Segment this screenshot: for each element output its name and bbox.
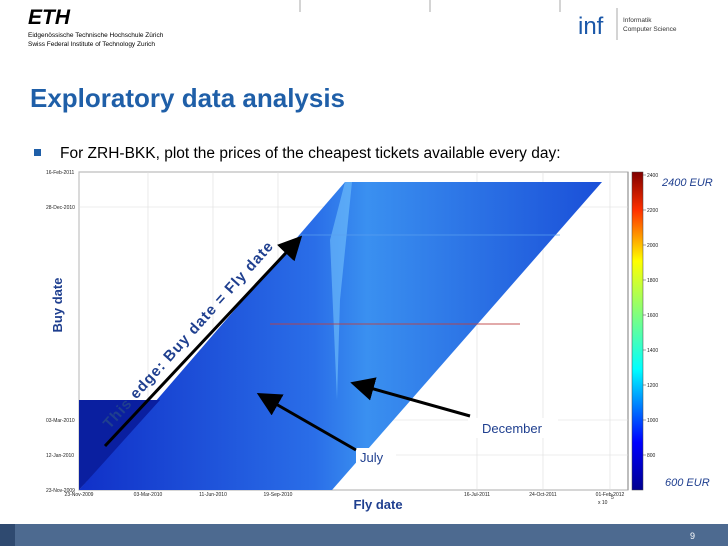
footer-accent (0, 524, 15, 546)
eth-logo: ETH (28, 6, 71, 29)
page-number: 9 (690, 531, 695, 541)
colorbar (631, 171, 644, 491)
x-tick-label: 19-Sep-2010 (264, 492, 293, 498)
y-axis-label: Buy date (50, 278, 65, 333)
note-july: July (360, 450, 384, 465)
bullet-marker (34, 149, 41, 156)
colorbar-tick-label: 1600 (647, 313, 658, 319)
note-box (468, 418, 558, 438)
colorbar-tick-label: 1400 (647, 348, 658, 354)
note-box (356, 448, 396, 468)
colorbar-tick-label: 1200 (647, 383, 658, 389)
colorbar-tick-label: 800 (647, 453, 656, 459)
colorbar-tick-label: 1800 (647, 278, 658, 284)
dept: Informatik (623, 17, 652, 24)
colorbar-tick-label: 2200 (647, 208, 658, 214)
ticks: 16-Feb-2011 28-Dec-2010 03-Mar-2010 12-Jan-… (46, 170, 658, 498)
eth-line: Eidgenössische Technische Hochschule Zür… (28, 32, 164, 39)
x-tick-label: 03-Mar-2010 (134, 492, 163, 498)
x-tick-label: 11-Jun-2010 (199, 492, 227, 498)
dept: Computer Science (623, 26, 677, 33)
y-tick-label: 28-Dec-2010 (46, 205, 75, 211)
title: Exploratory data analysis (30, 83, 345, 113)
colorbar-tick-label: 2000 (647, 243, 658, 249)
y-tick-label: 23-Nov-2009 (46, 488, 75, 494)
x-tick-label: 01-Feb-2012 (596, 492, 625, 498)
y-tick-label: 16-Feb-2011 (46, 170, 74, 176)
heatmap-streak (330, 182, 352, 400)
colorbar-tick-label: 2400 (647, 173, 658, 179)
footer-bar (0, 524, 728, 546)
heatmap (79, 400, 160, 490)
x-tick-label: 23-Nov-2009 (65, 492, 94, 498)
x-tick-label: 16-Jul-2011 (464, 492, 490, 498)
colorbar-min: 600 EUR (665, 477, 710, 489)
colorbar-tick-label: 1000 (647, 418, 658, 424)
inf-logo: inf (578, 13, 604, 40)
y-tick-label: 03-Mar-2010 (46, 418, 75, 424)
eth-line: Swiss Federal Institute of Technology Zu… (28, 41, 155, 48)
x-tick-label: 24-Oct-2011 (529, 492, 557, 498)
bullet: For ZRH-BKK, plot the prices of the chea… (60, 145, 561, 162)
colorbar-max: 2400 EUR (661, 177, 713, 189)
july-arrow (256, 393, 357, 452)
x-axis-label: Fly date (353, 497, 402, 512)
x-exponent-power: 5 (611, 495, 614, 501)
note-december: December (482, 421, 543, 436)
y-tick-label: 12-Jan-2010 (46, 453, 74, 459)
december-arrow (350, 377, 471, 418)
x-exponent: x 10 (598, 500, 608, 506)
heatmap (79, 182, 602, 490)
edge-arrow (103, 235, 303, 448)
